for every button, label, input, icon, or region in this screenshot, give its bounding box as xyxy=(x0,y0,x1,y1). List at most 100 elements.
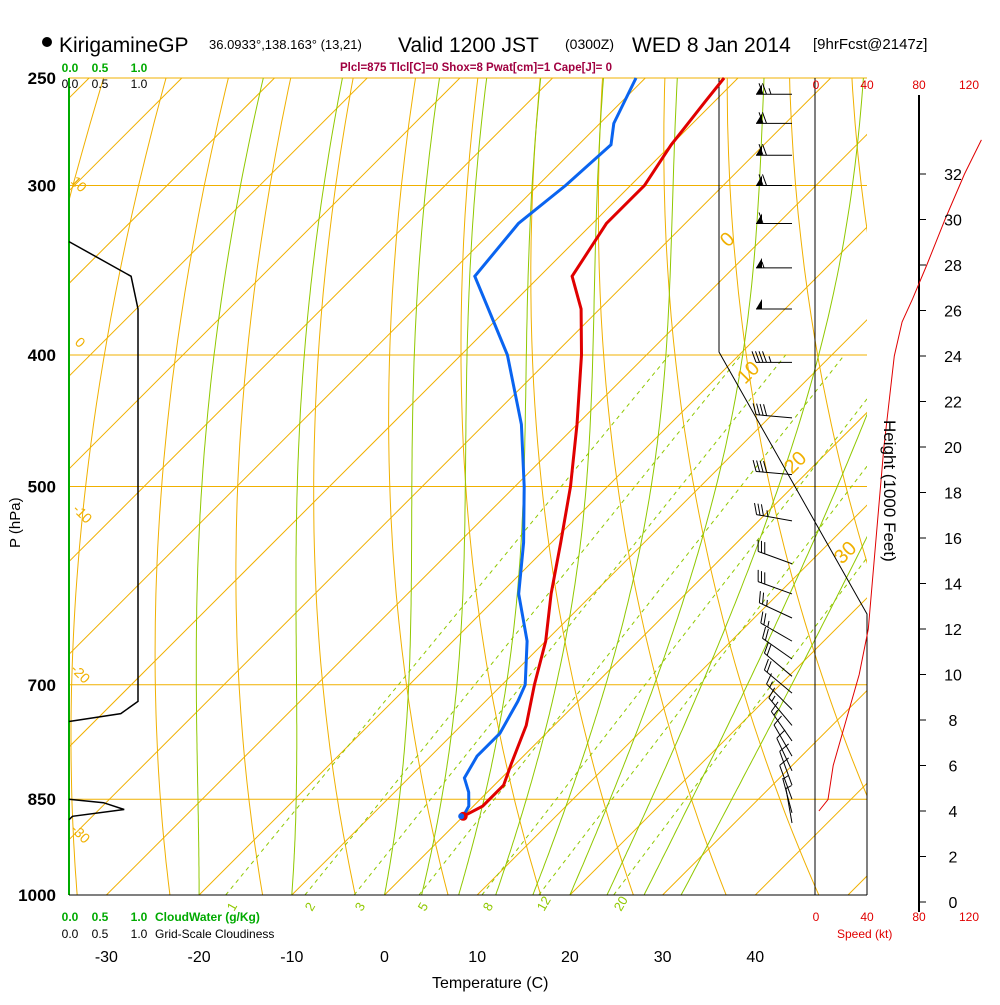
height-tick-label: 28 xyxy=(944,258,962,275)
wind-barb-flag xyxy=(756,351,760,362)
dewpoint-profile xyxy=(463,78,636,816)
speed-tick-bottom: 40 xyxy=(860,910,874,924)
isotherm-label: 30 xyxy=(830,537,861,568)
height-tick-label: 12 xyxy=(944,622,962,639)
stability-indices: Plcl=875 Tlcl[C]=0 Shox=8 Pwat[cm]=1 Cap… xyxy=(340,62,612,74)
speed-tick-top: 120 xyxy=(959,78,979,92)
mixing-ratio-label: 3 xyxy=(352,900,369,914)
wind-barb-flag xyxy=(760,404,763,415)
cloudiness-tick-bottom: 1.0 xyxy=(131,927,148,941)
dry-adiabat-line xyxy=(974,54,1000,924)
height-tick-label: 6 xyxy=(949,759,958,776)
mixing-ratio-line xyxy=(614,355,1000,895)
height-tick-label: 2 xyxy=(949,850,958,867)
height-tick-label: 30 xyxy=(944,213,962,230)
wind-barb-flag xyxy=(764,613,766,625)
height-tick-label: 8 xyxy=(949,713,958,730)
wind-barb-flag xyxy=(753,460,756,471)
wind-barb-flag xyxy=(759,591,760,603)
cloud-water-tick-top: 1.0 xyxy=(131,61,148,75)
wind-barb xyxy=(758,570,792,594)
wind-barb xyxy=(759,591,792,618)
temperature-tick-label: -20 xyxy=(188,949,211,966)
dry-adiabat-line xyxy=(598,54,737,924)
wind-barb-flag xyxy=(763,112,767,123)
mixing-ratio-label: 12 xyxy=(534,893,554,913)
wind-barb-flag xyxy=(767,661,771,672)
cloud-water-tick-top: 0.0 xyxy=(62,61,79,75)
height-tick-label: 0 xyxy=(949,895,958,912)
wind-barb-staff xyxy=(759,603,792,618)
height-tick-label: 26 xyxy=(944,304,962,321)
wind-barb-pennant xyxy=(756,258,762,268)
speed-label: Speed (kt) xyxy=(837,927,892,941)
cloud-water-profile xyxy=(69,799,124,820)
dry-adiabats xyxy=(0,54,1000,924)
cloudiness-tick-top: 0.0 xyxy=(62,77,79,91)
pressure-tick-label: 400 xyxy=(28,346,56,365)
wind-barb-half-flag xyxy=(769,88,771,94)
height-axis-label: Height (1000 Feet) xyxy=(880,420,899,562)
cloudiness-profile xyxy=(69,242,138,722)
dry-adiabat-line xyxy=(851,54,1000,924)
temperature-tick-label: -10 xyxy=(280,949,303,966)
wind-barb-flag xyxy=(767,673,772,684)
wind-barb-flag xyxy=(761,504,763,516)
dry-adiabat-line xyxy=(531,54,644,924)
speed-tick-top: 0 xyxy=(813,78,820,92)
cloudiness-label: Grid-Scale Cloudiness xyxy=(155,927,274,941)
cloudiness-tick-top: 1.0 xyxy=(131,77,148,91)
cloud-water-tick-bottom: 0.5 xyxy=(92,910,109,924)
pressure-tick-label: 250 xyxy=(28,69,56,88)
wind-barb-pennant xyxy=(756,299,762,309)
wind-barb-flag xyxy=(763,627,766,638)
wind-barb-flag xyxy=(764,659,768,670)
wind-barb-flag xyxy=(760,461,763,472)
dry-adiabat-label: -30 xyxy=(68,821,94,847)
cloud-water-tick-top: 0.5 xyxy=(92,61,109,75)
wind-barb-half-flag xyxy=(769,356,771,362)
mixing-ratio-line xyxy=(419,355,844,895)
mixing-ratio-label: 20 xyxy=(611,893,631,913)
temperature-tick-label: 20 xyxy=(561,949,579,966)
wind-barb xyxy=(758,540,792,564)
station-location: 36.0933°,138.163° (13,21) xyxy=(209,37,362,52)
wind-barb-flag xyxy=(757,404,760,415)
wind-barb xyxy=(756,258,792,268)
height-tick-label: 4 xyxy=(949,804,958,821)
surface-dewpoint-point xyxy=(458,813,464,819)
wind-barb xyxy=(780,744,792,785)
wind-barb-staff xyxy=(758,582,792,594)
zulu-time: (0300Z) xyxy=(565,36,614,52)
speed-tick-bottom: 0 xyxy=(813,910,820,924)
forecast-info: [9hrFcst@2147z] xyxy=(813,36,927,53)
dry-adiabat-label: -10 xyxy=(70,501,96,527)
wind-barb-half-flag xyxy=(772,696,775,701)
height-tick-label: 24 xyxy=(944,349,962,366)
wind-barb-staff xyxy=(780,765,792,799)
wind-barb xyxy=(752,351,792,362)
pressure-tick-label: 850 xyxy=(28,790,56,809)
wind-barb-flag xyxy=(765,629,768,640)
dry-adiabat-label: 0 xyxy=(72,334,89,351)
height-tick-label: 10 xyxy=(944,668,962,685)
dry-adiabat-line xyxy=(236,54,296,924)
dry-adiabat-line xyxy=(155,54,234,924)
mixing-ratio-line xyxy=(482,355,901,895)
mixing-ratio-label: 5 xyxy=(415,900,432,914)
valid-date: WED 8 Jan 2014 xyxy=(632,34,791,57)
y-axis-label: P (hPa) xyxy=(7,497,24,548)
wind-barb-flag xyxy=(752,351,756,362)
wind-barb xyxy=(780,758,792,799)
wind-barb-flag xyxy=(763,593,764,605)
wind-barb-flag xyxy=(763,144,767,155)
pressure-tick-label: 1000 xyxy=(18,886,56,905)
wind-barb-flag xyxy=(763,174,767,185)
valid-time: Valid 1200 JST xyxy=(398,34,539,57)
mixing-ratio-label: 2 xyxy=(302,900,319,914)
wind-barb-flag xyxy=(759,351,763,362)
